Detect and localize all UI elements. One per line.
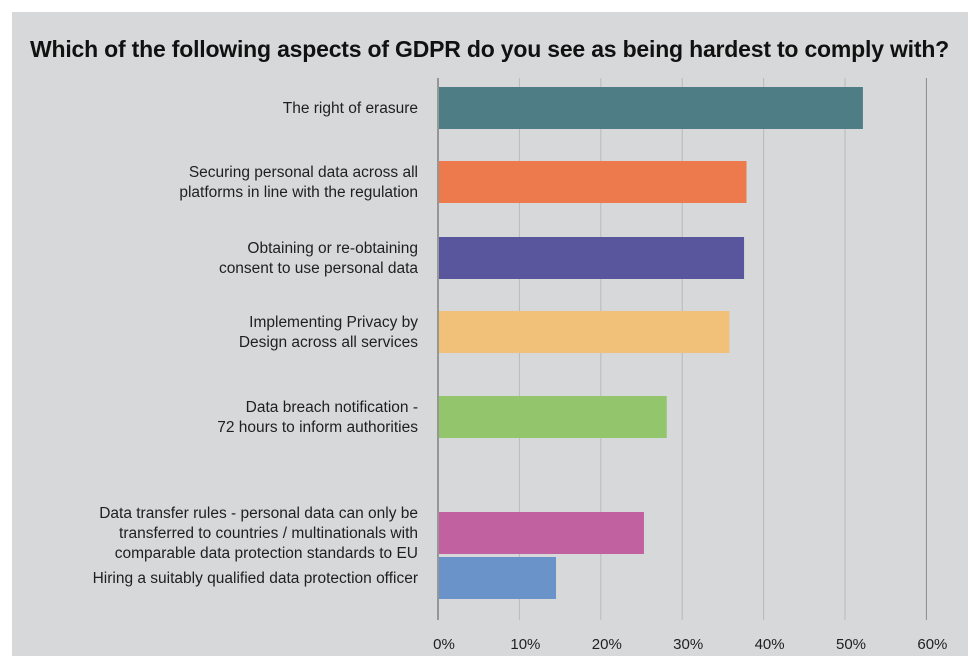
chart-title: Which of the following aspects of GDPR d…	[30, 36, 950, 62]
x-tick-label: 60%	[917, 636, 947, 653]
x-tick-label: 20%	[592, 636, 622, 653]
category-label-line: Design across all services	[239, 334, 418, 351]
category-label-line: The right of erasure	[283, 100, 418, 117]
category-labels: The right of erasure Securing personal da…	[93, 100, 419, 587]
category-label-line: transferred to countries / multinational…	[119, 525, 418, 542]
category-label-line: platforms in line with the regulation	[179, 184, 418, 201]
x-tick-label: 30%	[673, 636, 703, 653]
category-label: Data transfer rules - personal data can …	[99, 505, 418, 562]
bar	[439, 311, 730, 353]
x-tick-label: 50%	[836, 636, 866, 653]
category-label-line: Data breach notification -	[246, 399, 418, 416]
category-label-line: comparable data protection standards to …	[115, 545, 418, 562]
category-label: Data breach notification - 72 hours to in…	[217, 399, 418, 436]
x-axis-ticks: 0% 10% 20% 30% 40% 50% 60%	[433, 636, 947, 653]
category-label: The right of erasure	[283, 100, 418, 117]
bar	[439, 557, 557, 599]
x-tick-label: 40%	[755, 636, 785, 653]
bar	[439, 87, 863, 129]
category-label: Hiring a suitably qualified data protect…	[93, 570, 418, 587]
category-label: Obtaining or re-obtaining consent to use …	[219, 240, 418, 277]
category-label-line: Implementing Privacy by	[249, 314, 418, 331]
bar	[439, 396, 667, 438]
category-label-line: consent to use personal data	[219, 260, 418, 277]
category-label-line: Securing personal data across all	[189, 164, 418, 181]
category-label: Implementing Privacy by Design across all…	[239, 314, 418, 351]
bar	[439, 161, 747, 203]
x-tick-label: 10%	[510, 636, 540, 653]
category-label-line: Hiring a suitably qualified data protect…	[93, 570, 418, 587]
bar	[439, 237, 745, 279]
category-label-line: Data transfer rules - personal data can …	[99, 505, 418, 522]
category-label-line: Obtaining or re-obtaining	[247, 240, 418, 257]
category-label-line: 72 hours to inform authorities	[217, 419, 418, 436]
category-label: Securing personal data across all platfor…	[179, 164, 418, 201]
bars	[439, 87, 863, 599]
x-tick-label: 0%	[433, 636, 455, 653]
bar	[439, 512, 644, 554]
